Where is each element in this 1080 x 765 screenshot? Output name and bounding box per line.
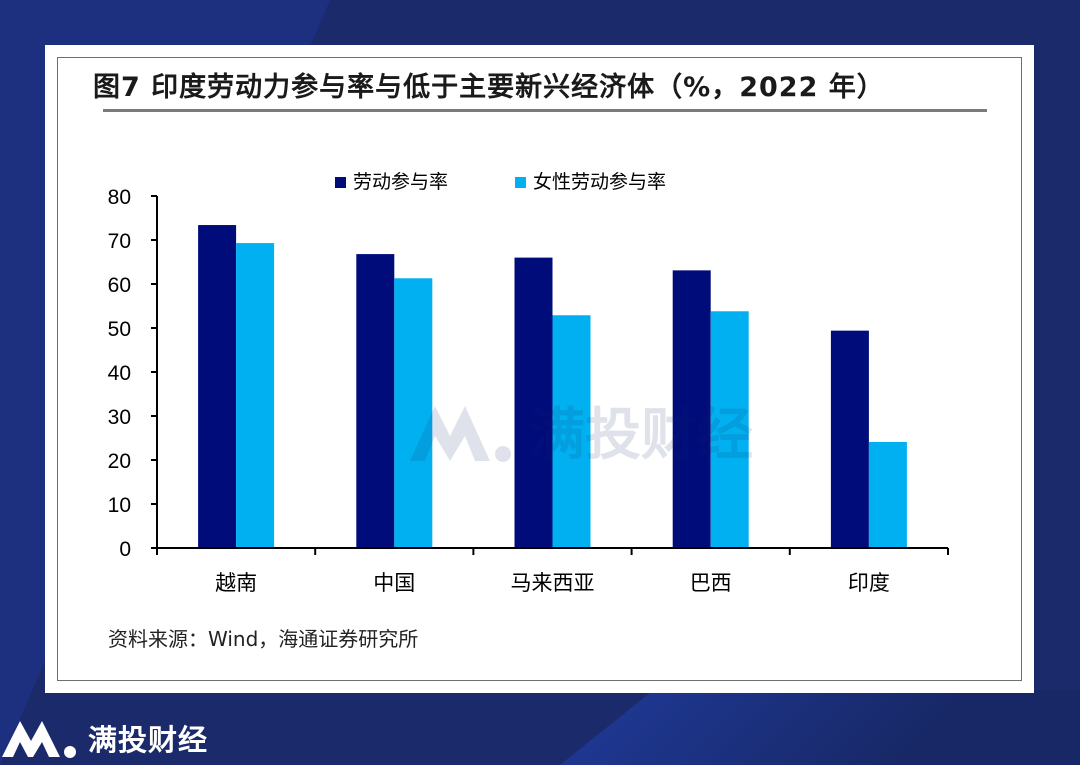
bar-female-4 [868,441,907,548]
y-tick-label: 30 [108,406,131,429]
mantou-logo-icon [2,721,76,758]
legend-swatch [515,177,526,188]
y-tick-label: 60 [108,274,131,297]
x-tick-label: 中国 [373,571,415,595]
bar-labor-4 [830,330,869,548]
legend-swatch [335,177,346,188]
mantou-logo-icon [410,405,511,462]
watermark: 满投财经 [405,390,753,471]
bar-chart: 劳动参与率 女性劳动参与率 0 10 20 30 40 50 60 70 80 越南 中国 马来西亚 巴… [108,171,949,595]
footer-brand: 满投财经 [0,715,208,761]
bar-labor-0 [198,225,237,549]
y-tick-label: 40 [108,362,131,385]
title-divider [103,109,987,112]
legend-label: 劳动参与率 [353,171,448,193]
y-axis: 0 10 20 30 40 50 60 70 80 [108,186,158,561]
y-tick-label: 70 [108,230,131,253]
bar-labor-1 [356,254,395,548]
footer-brand-text: 满投财经 [88,723,209,757]
y-tick-label: 0 [119,538,131,561]
watermark-text: 满投财经 [529,403,753,468]
bar-labor-2 [514,257,553,548]
x-axis: 越南 中国 马来西亚 巴西 印度 [156,547,949,595]
x-tick-label: 印度 [848,571,890,595]
x-tick-label: 越南 [215,571,257,595]
y-tick-label: 50 [108,318,131,341]
x-tick-label: 巴西 [690,571,732,595]
bar-labor-3 [672,270,711,548]
bar-female-3 [710,311,749,548]
bar-female-1 [394,278,433,548]
chart-frame [57,57,1022,681]
source-note: 资料来源：Wind，海通证券研究所 [108,627,419,651]
y-tick-label: 80 [108,186,131,209]
bar-female-2 [552,315,591,548]
legend-label: 女性劳动参与率 [533,171,666,193]
bar-female-0 [236,243,275,548]
legend: 劳动参与率 女性劳动参与率 [335,171,666,193]
chart-title: 图7 印度劳动力参与率与低于主要新兴经济体（%，2022 年） [93,72,885,103]
y-tick-label: 20 [108,450,131,473]
chart-card: 图7 印度劳动力参与率与低于主要新兴经济体（%，2022 年） 劳动参与率 女性劳… [45,45,1034,693]
y-tick-label: 10 [108,494,131,517]
background-stripe-bottom [560,690,1080,765]
bars [198,225,907,549]
x-tick-label: 马来西亚 [511,571,595,595]
